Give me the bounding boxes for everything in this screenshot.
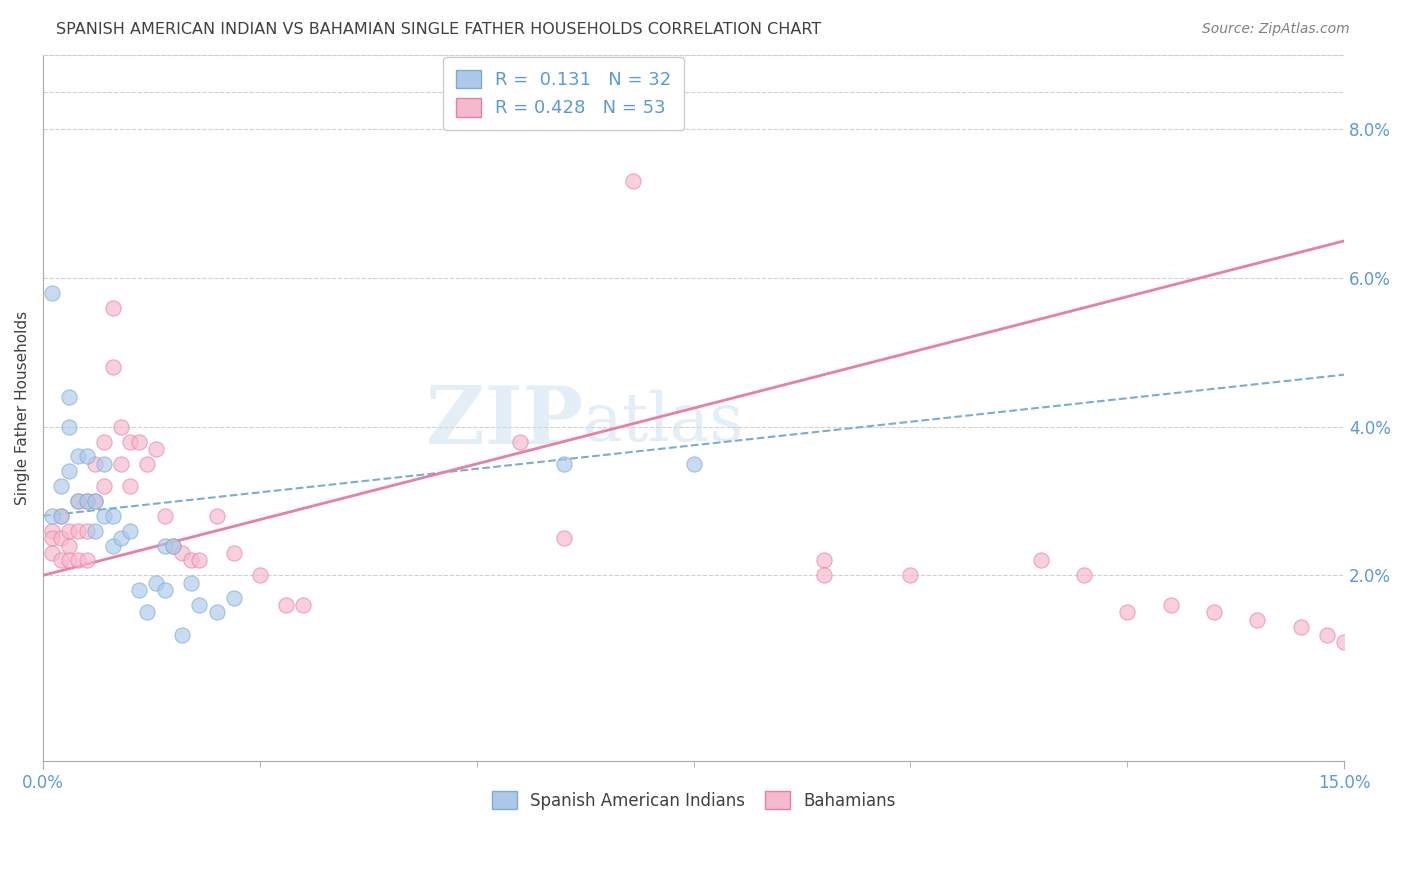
Point — [128, 434, 150, 449]
Point — [76, 494, 98, 508]
Point — [682, 457, 704, 471]
Point — [1246, 613, 1268, 627]
Point — [205, 508, 228, 523]
Point — [58, 464, 80, 478]
Point — [118, 524, 141, 538]
Point — [41, 508, 63, 523]
Point — [101, 508, 124, 523]
Point — [118, 434, 141, 449]
Point — [1202, 606, 1225, 620]
Text: SPANISH AMERICAN INDIAN VS BAHAMIAN SINGLE FATHER HOUSEHOLDS CORRELATION CHART: SPANISH AMERICAN INDIAN VS BAHAMIAN SING… — [56, 22, 821, 37]
Point — [101, 539, 124, 553]
Point — [180, 575, 202, 590]
Point — [621, 174, 644, 188]
Point — [153, 539, 176, 553]
Point — [66, 553, 89, 567]
Point — [110, 457, 132, 471]
Point — [93, 508, 115, 523]
Point — [1289, 620, 1312, 634]
Point — [58, 553, 80, 567]
Point — [205, 606, 228, 620]
Point — [93, 434, 115, 449]
Point — [41, 285, 63, 300]
Point — [118, 479, 141, 493]
Point — [84, 524, 107, 538]
Point — [180, 553, 202, 567]
Point — [128, 583, 150, 598]
Point — [66, 450, 89, 464]
Point — [170, 546, 193, 560]
Point — [153, 583, 176, 598]
Point — [162, 539, 184, 553]
Point — [145, 575, 167, 590]
Text: ZIP: ZIP — [426, 384, 583, 461]
Point — [58, 390, 80, 404]
Point — [49, 531, 72, 545]
Point — [136, 457, 159, 471]
Point — [1316, 628, 1339, 642]
Point — [49, 508, 72, 523]
Point — [58, 539, 80, 553]
Point — [110, 531, 132, 545]
Point — [153, 508, 176, 523]
Point — [553, 531, 575, 545]
Point — [76, 494, 98, 508]
Point — [76, 450, 98, 464]
Point — [110, 419, 132, 434]
Point — [49, 508, 72, 523]
Point — [58, 419, 80, 434]
Point — [188, 598, 211, 612]
Point — [222, 546, 245, 560]
Point — [136, 606, 159, 620]
Point — [222, 591, 245, 605]
Point — [292, 598, 315, 612]
Point — [84, 494, 107, 508]
Point — [84, 494, 107, 508]
Point — [41, 531, 63, 545]
Legend: Spanish American Indians, Bahamians: Spanish American Indians, Bahamians — [485, 785, 903, 816]
Point — [1116, 606, 1139, 620]
Point — [813, 553, 835, 567]
Point — [1333, 635, 1355, 649]
Text: Source: ZipAtlas.com: Source: ZipAtlas.com — [1202, 22, 1350, 37]
Point — [66, 494, 89, 508]
Point — [249, 568, 271, 582]
Point — [101, 301, 124, 315]
Point — [84, 457, 107, 471]
Point — [162, 539, 184, 553]
Point — [813, 568, 835, 582]
Point — [145, 442, 167, 456]
Point — [49, 479, 72, 493]
Point — [93, 479, 115, 493]
Point — [76, 524, 98, 538]
Point — [49, 553, 72, 567]
Point — [900, 568, 922, 582]
Point — [1073, 568, 1095, 582]
Point — [93, 457, 115, 471]
Point — [553, 457, 575, 471]
Point — [1160, 598, 1182, 612]
Point — [58, 524, 80, 538]
Point — [76, 553, 98, 567]
Point — [66, 494, 89, 508]
Point — [66, 524, 89, 538]
Point — [274, 598, 297, 612]
Point — [1029, 553, 1052, 567]
Point — [509, 434, 531, 449]
Text: atlas: atlas — [583, 390, 745, 455]
Y-axis label: Single Father Households: Single Father Households — [15, 311, 30, 505]
Point — [188, 553, 211, 567]
Point — [41, 546, 63, 560]
Point — [101, 360, 124, 375]
Point — [170, 628, 193, 642]
Point — [41, 524, 63, 538]
